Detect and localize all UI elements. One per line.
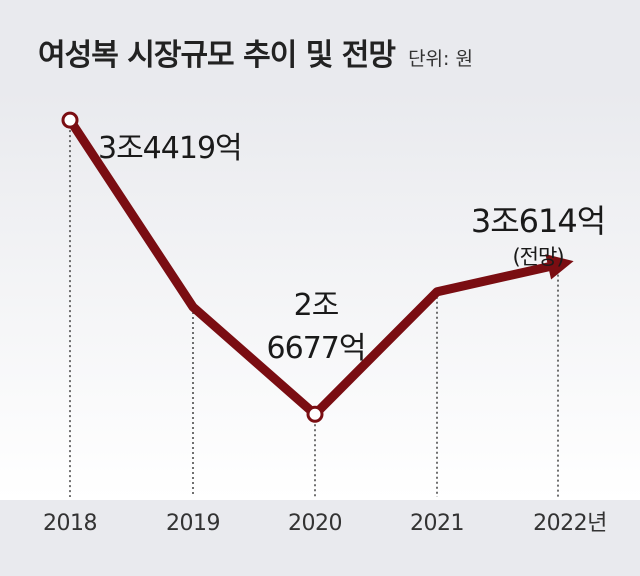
data-label-2022: 3조614억 — [471, 202, 605, 240]
x-tick-label: 2022년 — [533, 511, 607, 536]
x-tick-label: 2019 — [166, 511, 220, 536]
chart-title-block: 여성복 시장규모 추이 및 전망 단위: 원 — [38, 30, 473, 74]
forecast-note: (전망) — [512, 245, 563, 269]
unit-label: 단위: 원 — [408, 48, 473, 70]
arrow-head — [545, 254, 574, 280]
data-label-2018: 3조4419억 — [98, 131, 242, 166]
x-tick-label: 2018 — [43, 511, 97, 536]
data-label-2020-line2: 6677억 — [267, 331, 366, 366]
point-marker-2020 — [306, 405, 324, 423]
data-label-2020-line1: 2조 — [294, 288, 339, 323]
x-tick-label: 2021 — [410, 511, 464, 536]
x-tick-label: 2020 — [288, 511, 342, 536]
point-marker-2018 — [61, 111, 79, 129]
chart-title: 여성복 시장규모 추이 및 전망 — [38, 38, 396, 73]
